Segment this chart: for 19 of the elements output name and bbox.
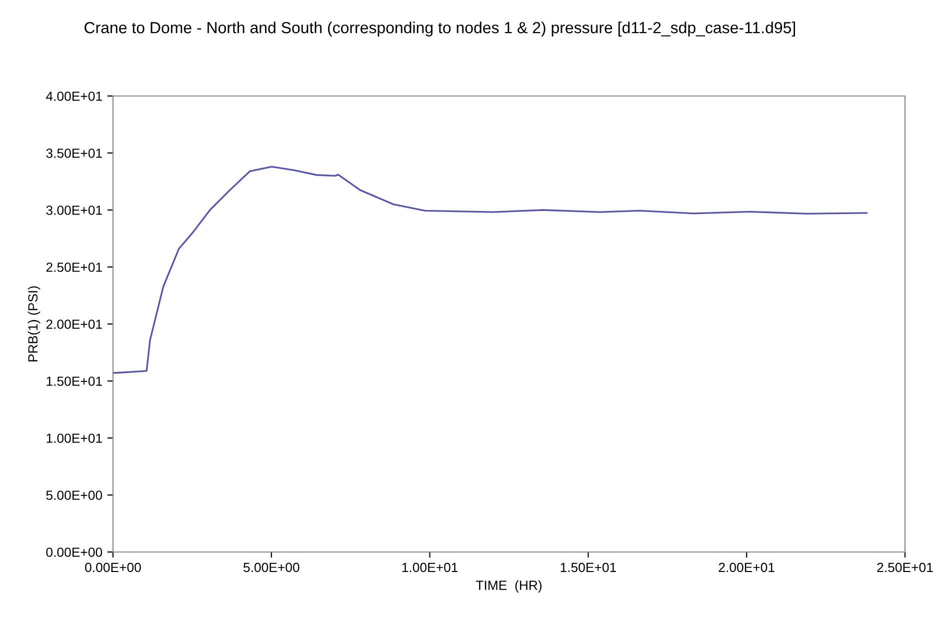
x-tick-label: 1.50E+01	[560, 562, 616, 572]
x-tick-label: 5.00E+00	[244, 562, 300, 572]
y-tick-label: 3.50E+01	[46, 148, 102, 158]
x-tick-label: 2.00E+01	[718, 562, 774, 572]
y-tick-label: 1.50E+01	[46, 376, 102, 386]
x-tick-label: 2.50E+01	[877, 562, 933, 572]
y-tick-label: 2.00E+01	[46, 320, 102, 329]
y-tick-label: 5.00E+00	[46, 490, 102, 500]
y-tick-label: 0.00E+00	[46, 548, 102, 557]
y-axis-title: PRB(1) (PSI)	[28, 286, 40, 362]
x-tick-label: 1.00E+01	[402, 562, 458, 572]
y-tick-label: 3.00E+01	[46, 206, 102, 215]
y-tick-label: 2.50E+01	[46, 262, 102, 272]
y-tick-label: 1.00E+01	[46, 434, 102, 443]
line-series	[113, 166, 868, 374]
y-tick-label: 4.00E+01	[46, 92, 102, 101]
chart-title: Crane to Dome - North and South (corresponding to nodes 1 & 2) pressure [d11-2_sdp_case-11.d95]	[84, 22, 795, 36]
x-tick-label: 0.00E+00	[85, 562, 141, 572]
x-axis-title: TIME (HR)	[476, 580, 542, 593]
